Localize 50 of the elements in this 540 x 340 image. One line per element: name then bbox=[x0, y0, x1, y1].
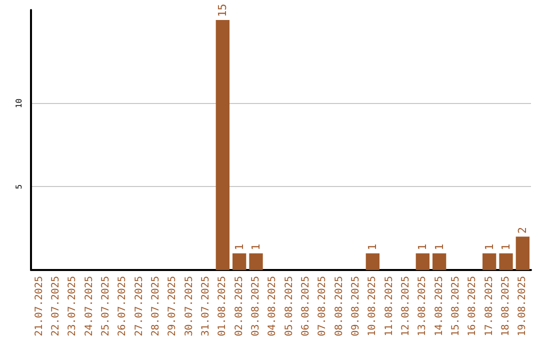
x-tick-label: 11.08.2025 bbox=[384, 276, 395, 336]
x-tick-label: 15.08.2025 bbox=[450, 276, 462, 336]
x-tick-label: 21.07.2025 bbox=[34, 276, 45, 336]
data-label: 1 bbox=[250, 244, 262, 250]
data-label: 1 bbox=[432, 244, 446, 250]
x-tick-label: 24.07.2025 bbox=[84, 276, 95, 336]
x-tick-label: 25.07.2025 bbox=[100, 276, 112, 336]
bar bbox=[216, 20, 230, 270]
x-tick-label: 18.08.2025 bbox=[500, 276, 512, 336]
bar bbox=[516, 236, 530, 270]
x-tick-label: 03.08.2025 bbox=[250, 276, 262, 336]
x-tick-label: 16.08.2025 bbox=[467, 276, 478, 336]
y-tick-label: 10 bbox=[14, 98, 24, 108]
x-tick-label: 10.08.2025 bbox=[367, 276, 378, 336]
y-tick-label: 5 bbox=[14, 184, 24, 190]
x-tick-label: 08.08.2025 bbox=[334, 276, 345, 336]
x-tick-label: 01.08.2025 bbox=[217, 276, 228, 336]
x-tick-label: 23.07.2025 bbox=[67, 276, 78, 336]
bar bbox=[232, 253, 246, 270]
x-tick-label: 29.07.2025 bbox=[167, 276, 178, 336]
data-label: 15 bbox=[216, 4, 230, 17]
bar bbox=[416, 253, 430, 270]
x-tick-label: 14.08.2025 bbox=[434, 276, 445, 336]
x-tick-label: 05.08.2025 bbox=[284, 276, 295, 336]
x-tick-label: 12.08.2025 bbox=[400, 276, 412, 336]
x-tick-label: 19.08.2025 bbox=[517, 276, 528, 336]
data-label: 1 bbox=[482, 244, 496, 250]
bar bbox=[366, 253, 380, 270]
data-label: 2 bbox=[516, 227, 530, 234]
bar bbox=[482, 253, 496, 270]
x-tick-label: 26.07.2025 bbox=[117, 276, 128, 336]
bar bbox=[249, 253, 263, 270]
x-tick-label: 09.08.2025 bbox=[350, 276, 362, 336]
x-tick-label: 30.07.2025 bbox=[184, 276, 195, 336]
x-tick-label: 07.08.2025 bbox=[317, 276, 328, 336]
x-tick-label: 22.07.2025 bbox=[50, 276, 62, 336]
x-tick-label: 04.08.2025 bbox=[267, 276, 278, 336]
data-label: 1 bbox=[232, 244, 246, 250]
x-tick-label: 28.07.2025 bbox=[150, 276, 162, 336]
x-tick-label: 17.08.2025 bbox=[484, 276, 495, 336]
x-tick-label: 13.08.2025 bbox=[417, 276, 428, 336]
bar bbox=[499, 253, 513, 270]
x-tick-label: 27.07.2025 bbox=[134, 276, 145, 336]
data-label: 1 bbox=[500, 244, 512, 250]
x-tick-label: 06.08.2025 bbox=[300, 276, 312, 336]
data-label: 1 bbox=[366, 244, 380, 250]
data-label: 1 bbox=[416, 244, 430, 250]
bar bbox=[432, 253, 446, 270]
x-tick-label: 31.07.2025 bbox=[200, 276, 212, 336]
x-tick-label: 02.08.2025 bbox=[234, 276, 245, 336]
